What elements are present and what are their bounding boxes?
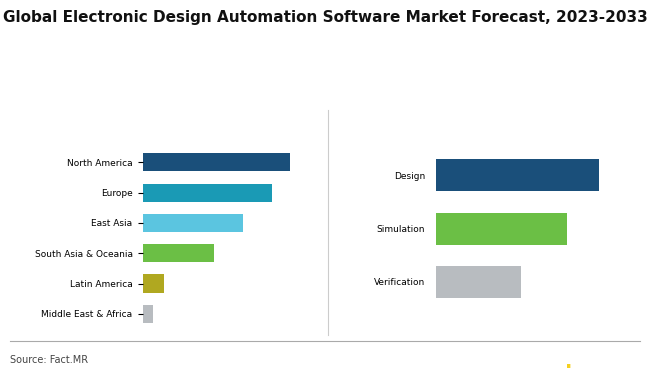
Text: 5.1%: 5.1% bbox=[389, 50, 422, 62]
Text: Fact: Fact bbox=[519, 356, 549, 370]
Text: 8.6%: 8.6% bbox=[67, 50, 99, 62]
Text: Historical Market Value
CAGR (2018 – 2022): Historical Market Value CAGR (2018 – 202… bbox=[359, 77, 452, 96]
Text: Global Electronic Design Automation Software Market Forecast, 2023-2033: Global Electronic Design Automation Soft… bbox=[3, 10, 647, 25]
Text: Source: Fact.MR: Source: Fact.MR bbox=[10, 355, 88, 365]
Bar bbox=[143, 305, 153, 323]
Text: US$ 11.2 Billion: US$ 11.2 Billion bbox=[192, 50, 297, 62]
Text: Global Market Value CAGR
(2023 – 2033): Global Market Value CAGR (2023 – 2033) bbox=[30, 77, 136, 96]
Text: Market Split by Region, 2023: Market Split by Region, 2023 bbox=[77, 121, 248, 131]
Bar bbox=[143, 153, 290, 171]
Text: MR: MR bbox=[586, 356, 608, 370]
Bar bbox=[436, 266, 521, 298]
Bar bbox=[143, 274, 164, 293]
Text: Global Addressable Market
Value, 2023: Global Addressable Market Value, 2023 bbox=[190, 77, 298, 96]
Text: Web-Based (Deployment)
Market Share, 2023: Web-Based (Deployment) Market Share, 202… bbox=[515, 77, 618, 96]
Bar bbox=[143, 184, 272, 202]
Bar bbox=[436, 159, 599, 191]
Bar bbox=[143, 244, 214, 263]
Text: 65.4%: 65.4% bbox=[546, 50, 588, 62]
Bar bbox=[143, 214, 243, 232]
Bar bbox=[436, 213, 567, 245]
Text: Market Split by Type, 2023: Market Split by Type, 2023 bbox=[402, 121, 560, 131]
Text: .: . bbox=[565, 353, 572, 372]
